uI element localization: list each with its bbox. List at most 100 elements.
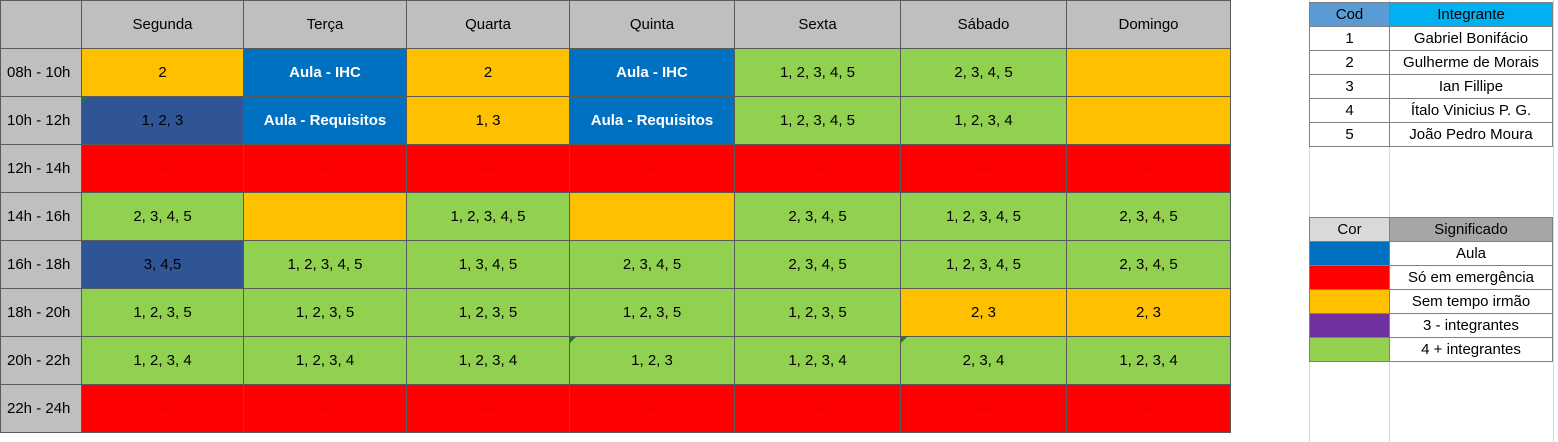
member-cod[interactable]: 4 [1309,98,1390,123]
day-header[interactable]: Quinta [569,0,735,49]
schedule-cell[interactable]: 1, 3 [406,96,570,145]
member-name[interactable]: Gulherme de Morais [1389,50,1553,75]
legend-header-color[interactable]: Cor [1309,217,1390,242]
schedule-cell[interactable]: 2 [406,48,570,97]
schedule-cell[interactable]: 1, 2, 3, 4 [243,336,407,385]
comment-indicator-icon [82,97,88,103]
schedule-cell[interactable]: --------- [1066,144,1231,193]
schedule-cell[interactable]: --------- [81,144,244,193]
time-slot-label[interactable]: 10h - 12h [0,96,82,145]
schedule-cell[interactable]: --------- [406,384,570,433]
schedule-cell[interactable]: 2, 3 [900,288,1067,337]
schedule-cell[interactable]: 1, 2, 3, 4 [734,336,901,385]
time-slot-label[interactable]: 20h - 22h [0,336,82,385]
schedule-cell[interactable] [243,192,407,241]
time-slot-label[interactable]: 08h - 10h [0,48,82,97]
schedule-cell[interactable]: 1, 2, 3 [569,336,735,385]
schedule-cell[interactable]: --------- [900,144,1067,193]
schedule-cell[interactable]: 2, 3, 4, 5 [569,240,735,289]
schedule-cell[interactable]: 2, 3 [1066,288,1231,337]
schedule-cell[interactable]: Aula - IHC [243,48,407,97]
time-slot-label[interactable]: 16h - 18h [0,240,82,289]
corner-cell[interactable] [0,0,82,49]
schedule-cell[interactable]: Aula - IHC [569,48,735,97]
legend-label[interactable]: Aula [1389,241,1553,266]
member-cod[interactable]: 1 [1309,26,1390,51]
schedule-cell[interactable]: 3, 4,5 [81,240,244,289]
schedule-cell[interactable]: 1, 2, 3, 4 [81,336,244,385]
legend-header-meaning[interactable]: Significado [1389,217,1553,242]
schedule-cell[interactable] [1066,48,1231,97]
time-slot-label[interactable]: 22h - 24h [0,384,82,433]
schedule-cell[interactable]: --------- [569,144,735,193]
schedule-cell[interactable]: 1, 2, 3, 4, 5 [243,240,407,289]
schedule-cell[interactable]: --------- [569,384,735,433]
schedule-cell[interactable]: --------- [243,384,407,433]
schedule-cell[interactable]: --------- [1066,384,1231,433]
legend-swatch[interactable] [1309,265,1390,290]
day-header[interactable]: Segunda [81,0,244,49]
schedule-cell[interactable]: 2, 3, 4, 5 [81,192,244,241]
member-cod[interactable]: 2 [1309,50,1390,75]
legend-swatch[interactable] [1309,337,1390,362]
members-header-name[interactable]: Integrante [1389,2,1553,27]
legend-label[interactable]: Sem tempo irmão [1389,289,1553,314]
schedule-cell[interactable]: 2, 3, 4, 5 [900,48,1067,97]
member-name[interactable]: João Pedro Moura [1389,122,1553,147]
schedule-cell[interactable]: Aula - Requisitos [243,96,407,145]
member-name[interactable]: Ítalo Vinicius P. G. [1389,98,1553,123]
schedule-cell[interactable]: 1, 2, 3, 5 [734,288,901,337]
schedule-cell[interactable]: 1, 2, 3, 5 [243,288,407,337]
legend-label[interactable]: 3 - integrantes [1389,313,1553,338]
member-cod[interactable]: 5 [1309,122,1390,147]
schedule-cell[interactable]: 1, 2, 3, 5 [81,288,244,337]
schedule-cell[interactable] [569,192,735,241]
schedule-cell[interactable]: 2, 3, 4, 5 [1066,192,1231,241]
schedule-cell[interactable] [1066,96,1231,145]
schedule-cell[interactable]: 2, 3, 4 [900,336,1067,385]
legend-label[interactable]: 4 + integrantes [1389,337,1553,362]
legend-label[interactable]: Só em emergência [1389,265,1553,290]
member-name[interactable]: Ian Fillipe [1389,74,1553,99]
schedule-cell[interactable]: 1, 2, 3, 4 [1066,336,1231,385]
schedule-cell[interactable]: 2, 3, 4, 5 [734,192,901,241]
schedule-cell[interactable]: 2, 3, 4, 5 [1066,240,1231,289]
day-header[interactable]: Sexta [734,0,901,49]
time-slot-label[interactable]: 18h - 20h [0,288,82,337]
day-header[interactable]: Quarta [406,0,570,49]
time-slot-label[interactable]: 14h - 16h [0,192,82,241]
day-header[interactable]: Terça [243,0,407,49]
comment-indicator-icon [901,337,907,343]
schedule-cell[interactable]: 1, 2, 3, 4, 5 [900,192,1067,241]
schedule-cell[interactable]: --------- [406,144,570,193]
schedule-cell[interactable]: --------- [243,144,407,193]
schedule-cell[interactable]: 1, 2, 3, 4, 5 [900,240,1067,289]
schedule-cell[interactable]: --------- [734,384,901,433]
schedule-cell[interactable]: 2 [81,48,244,97]
schedule-cell[interactable]: --------- [734,144,901,193]
schedule-cell[interactable]: 1, 2, 3, 4 [900,96,1067,145]
legend-swatch[interactable] [1309,289,1390,314]
schedule-cell[interactable]: --------- [81,384,244,433]
schedule-cell[interactable]: 1, 2, 3, 4, 5 [734,96,901,145]
comment-indicator-icon [570,337,576,343]
schedule-cell[interactable]: 1, 3, 4, 5 [406,240,570,289]
schedule-cell[interactable]: 1, 2, 3, 5 [406,288,570,337]
day-header[interactable]: Sábado [900,0,1067,49]
schedule-cell[interactable]: 1, 2, 3, 5 [569,288,735,337]
schedule-cell[interactable]: 2, 3, 4, 5 [734,240,901,289]
day-header[interactable]: Domingo [1066,0,1231,49]
member-cod[interactable]: 3 [1309,74,1390,99]
member-name[interactable]: Gabriel Bonifácio [1389,26,1553,51]
schedule-cell[interactable]: 1, 2, 3, 4, 5 [734,48,901,97]
schedule-cell[interactable]: 1, 2, 3, 4 [406,336,570,385]
schedule-cell[interactable]: 1, 2, 3, 4, 5 [406,192,570,241]
schedule-cell[interactable]: --------- [900,384,1067,433]
legend-swatch[interactable] [1309,241,1390,266]
schedule-cell[interactable]: 1, 2, 3 [81,96,244,145]
schedule-cell[interactable]: Aula - Requisitos [569,96,735,145]
legend-swatch[interactable] [1309,313,1390,338]
time-slot-label[interactable]: 12h - 14h [0,144,82,193]
members-header-cod[interactable]: Cod [1309,2,1390,27]
